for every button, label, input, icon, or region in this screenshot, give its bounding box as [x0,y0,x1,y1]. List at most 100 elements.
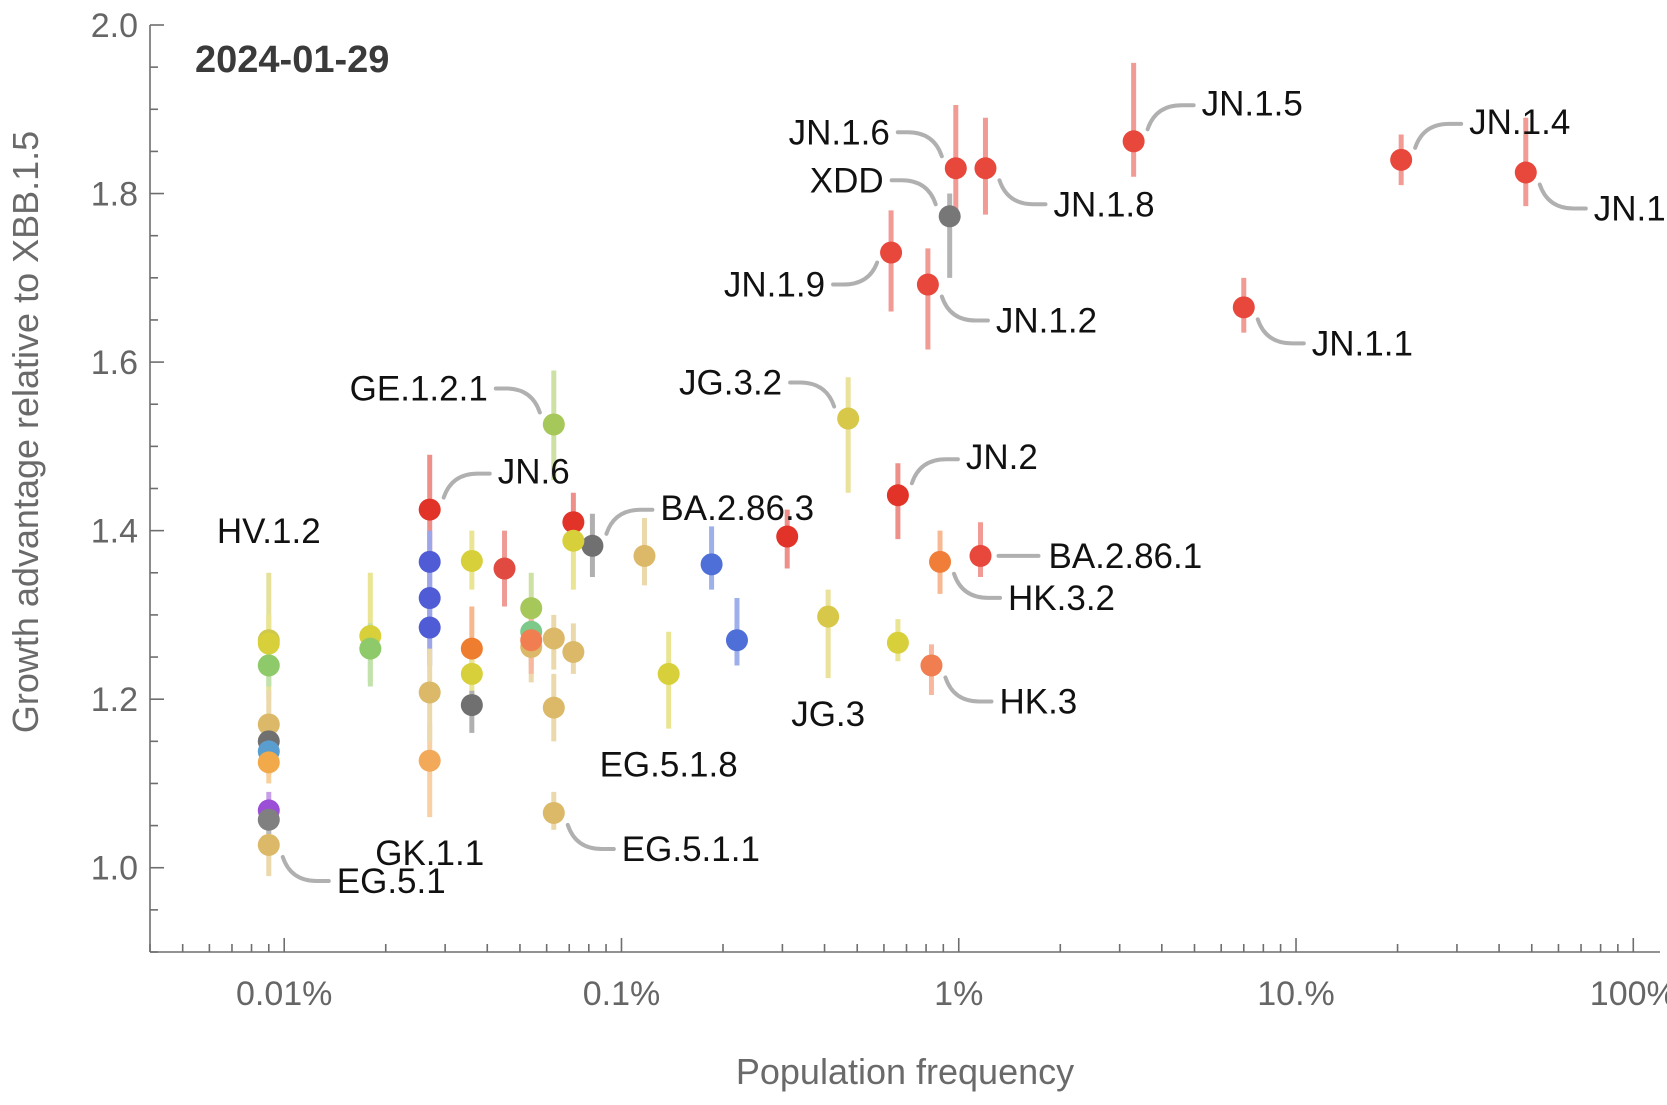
point [700,553,723,576]
point [418,550,441,573]
point [562,640,585,663]
label-gk-1-1: GK.1.1 [375,834,484,873]
point [460,549,483,572]
point-ge-1-2-1 [542,413,565,436]
leader-jn-1-8 [997,178,1048,207]
label-hk-3: HK.3 [999,682,1077,721]
leader-jn-1-4 [1413,121,1464,150]
y-tick-label: 1.0 [91,850,138,888]
point [418,681,441,704]
point [257,654,280,677]
error-bars [266,62,1529,877]
chart-title: 2024-01-29 [195,39,389,81]
leader-eg-5-1 [280,854,331,883]
leader-jn-2 [909,457,960,486]
label-jg-3-2: JG.3.2 [679,364,782,403]
label-jn-1-4: JN.1.4 [1469,103,1570,142]
leader-jn-1-5 [1145,103,1196,132]
point-labels: JN.1 JN.1.4 JN.1.5 JN.1.6 JN.1.8 XDD JN.1.9 JN.… [217,84,1666,901]
x-tick-label: 1% [934,975,983,1013]
point-jn-1-9 [880,241,903,264]
point [725,629,748,652]
leader-xdd [889,178,938,207]
point-hk-3-2 [929,550,952,573]
y-tick-label: 2.0 [91,7,138,45]
leader-ge-1-2-1 [493,386,542,415]
label-ge-1-2-1: GE.1.2.1 [350,369,488,408]
data-points [257,130,1537,856]
point-eg-5-1 [257,833,280,856]
point-jn-1-2 [916,273,939,296]
point [542,696,565,719]
x-tick-label: 0.1% [583,975,661,1013]
label-eg-5-1: EG.5.1 [337,862,446,901]
point [460,662,483,685]
leader-hk-3-2 [952,571,1003,600]
point [562,529,585,552]
label-jn-1-1: JN.1.1 [1312,324,1413,363]
label-jn-1-8: JN.1.8 [1053,185,1154,224]
leader-jg-3-2 [788,380,837,409]
leader-jn-6 [441,471,492,500]
point [520,597,543,620]
label-jg-3: JG.3 [791,695,865,734]
point-jn-1-1 [1232,296,1255,319]
point [257,751,280,774]
y-tick-label: 1.6 [91,344,138,382]
leader-eg-5-1-1 [565,822,616,851]
point-jn-1-4 [1390,148,1413,171]
point [257,808,280,831]
point-hk-3 [920,654,943,677]
point [886,631,909,654]
point-xdd [938,205,961,228]
point-jg-3 [817,605,840,628]
label-jn-1-9: JN.1.9 [724,266,825,305]
point [418,616,441,639]
label-ba-2-86-1: BA.2.86.1 [1048,537,1202,576]
label-leaders [280,103,1588,883]
label-jn-1-6: JN.1.6 [789,113,890,152]
point [562,511,585,534]
point-jn-1-6 [944,157,967,180]
axes: 1.0 1.2 1.4 1.6 1.8 2.0 0.01% 0.1% 1% 10.% 100% [91,7,1667,1013]
leader-hk-3 [943,675,994,704]
point [257,713,280,736]
x-axis-title: Population frequency [736,1051,1074,1092]
leader-jn-1-9 [831,260,880,287]
point [257,632,280,655]
leader-jn-1-6 [895,130,944,159]
label-jn-2: JN.2 [966,438,1038,477]
label-xdd: XDD [810,161,884,200]
point [460,694,483,717]
point [493,557,516,580]
x-tick-label: 0.01% [236,975,332,1013]
point [776,525,799,548]
label-eg-5-1-1: EG.5.1.1 [622,830,760,869]
point [520,629,543,652]
x-tick-label: 10.% [1257,975,1335,1013]
y-tick-label: 1.8 [91,176,138,214]
point-jn-1-5 [1122,130,1145,153]
label-jn-6: JN.6 [498,453,570,492]
point-jn-1 [1514,161,1537,184]
point [359,637,382,660]
point-eg-5-1-8 [657,662,680,685]
label-jn-1-5: JN.1.5 [1202,84,1303,123]
label-hv-1-2: HV.1.2 [217,512,321,551]
leader-jn-1-2 [939,294,990,323]
point-gk-1-1 [418,749,441,772]
leader-jn-1-1 [1255,317,1306,346]
label-ba-2-86-3: BA.2.86.3 [660,489,814,528]
point-jg-3-2 [837,407,860,430]
label-eg-5-1-8: EG.5.1.8 [600,746,738,785]
leader-jn-1 [1537,182,1588,211]
point [633,544,656,567]
point [418,587,441,610]
x-tick-label: 100% [1590,975,1667,1013]
label-hk-3-2: HK.3.2 [1008,579,1115,618]
label-jn-1-2: JN.1.2 [996,302,1097,341]
point [542,627,565,650]
y-axis-title: Growth advantage relative to XBB.1.5 [5,131,46,733]
point [460,637,483,660]
